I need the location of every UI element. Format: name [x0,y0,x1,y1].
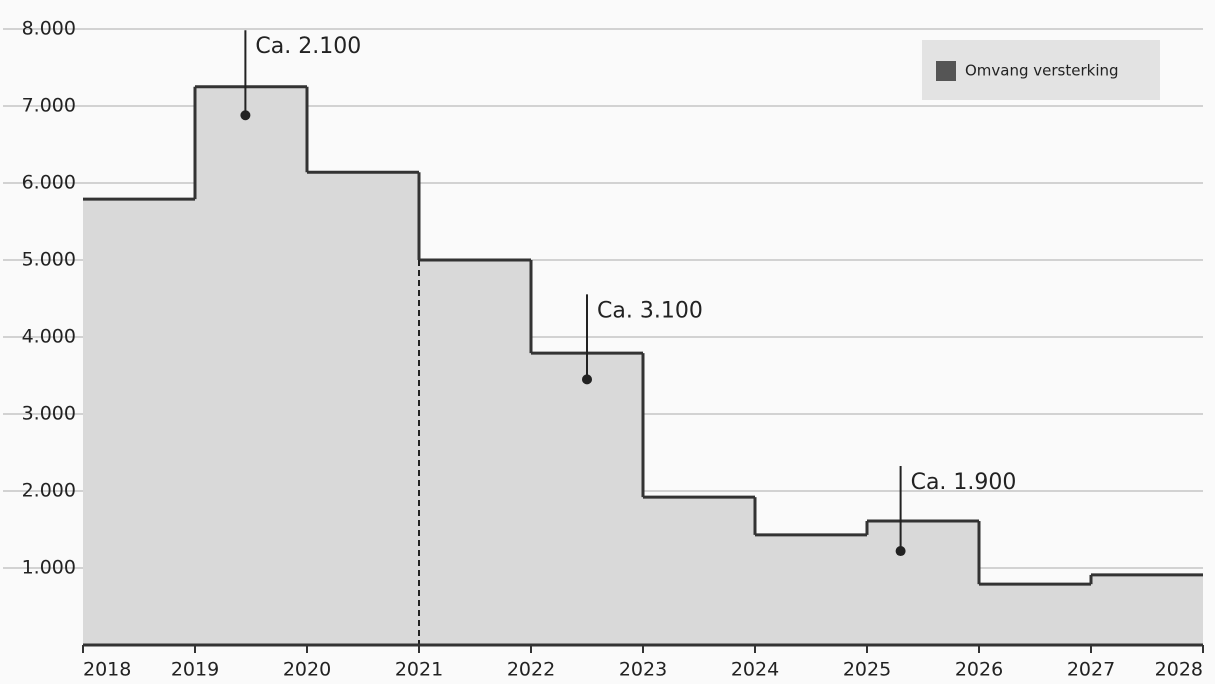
x-tick-label: 2026 [955,659,1003,681]
x-tick-label: 2027 [1067,659,1115,681]
x-tick-label: 2023 [619,659,667,681]
annotation-dot [240,110,251,121]
step-area [195,86,307,645]
y-tick-label: 5.000 [22,249,76,271]
annotation-label: Ca. 1.900 [911,470,1017,495]
step-area [867,521,979,645]
x-tick-label: 2024 [731,659,779,681]
y-tick-label: 4.000 [22,326,76,348]
x-tick-label: 2025 [843,659,891,681]
annotation-dot [582,374,592,385]
step-area [531,353,643,645]
step-area [755,534,867,645]
y-tick-label: 2.000 [22,480,76,502]
legend-swatch [936,61,956,81]
annotation-dot [895,546,906,557]
y-tick-label: 7.000 [22,95,76,117]
y-tick-label: 6.000 [22,172,76,194]
step-area [307,172,419,645]
x-tick-label: 2019 [171,659,219,681]
step-area [979,584,1091,645]
annotation-label: Ca. 3.100 [597,298,703,323]
x-tick-label: 2018 [83,659,131,681]
legend-label: Omvang versterking [965,62,1119,80]
x-tick-label: 2028 [1155,659,1203,681]
y-tick-label: 1.000 [22,557,76,579]
step-area [83,199,195,646]
step-area [643,497,755,645]
y-tick-label: 3.000 [22,403,76,425]
x-tick-label: 2022 [507,659,555,681]
step-area [419,260,531,645]
step-area [1091,574,1203,645]
x-tick-label: 2020 [283,659,331,681]
x-tick-label: 2021 [395,659,443,681]
annotation-label: Ca. 2.100 [255,34,361,59]
y-tick-label: 8.000 [22,18,76,40]
legend-box [922,40,1160,100]
